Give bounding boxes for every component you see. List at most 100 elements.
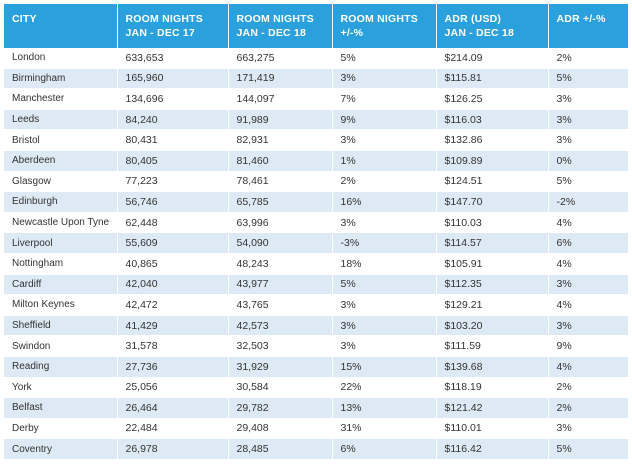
adr-2018-cell: $121.42 — [436, 397, 549, 419]
header-line2: JAN - DEC 17 — [125, 27, 196, 39]
room-nights-2017-cell: 633,653 — [117, 48, 229, 69]
city-cell: Bristol — [4, 129, 118, 151]
city-cell: Edinburgh — [4, 191, 118, 213]
table-row: York 25,056 30,584 22% $118.19 2% — [4, 377, 628, 399]
room-nights-change-cell: 15% — [332, 356, 437, 378]
room-nights-2017-cell: 22,484 — [117, 418, 229, 440]
city-cell: Reading — [4, 356, 118, 378]
adr-2018-cell: $115.81 — [436, 68, 549, 90]
table-body: London 633,653 663,275 5% $214.09 2% Birmingha… — [4, 48, 628, 460]
header-adr-2018: ADR (USD) JAN - DEC 18 — [436, 4, 549, 48]
adr-change-cell: 0% — [548, 150, 628, 172]
room-nights-change-cell: 3% — [332, 212, 437, 234]
table-row: Leeds 84,240 91,989 9% $116.03 3% — [4, 109, 628, 131]
room-nights-2017-cell: 42,040 — [117, 274, 229, 296]
table-row: Edinburgh 56,746 65,785 16% $147.70 -2% — [4, 191, 628, 213]
header-line1: ADR (USD) — [444, 13, 502, 25]
room-nights-2017-cell: 165,960 — [117, 68, 229, 90]
adr-2018-cell: $110.01 — [436, 418, 549, 440]
header-room-nights-change: ROOM NIGHTS +/-% — [332, 4, 437, 48]
adr-change-cell: 4% — [548, 212, 628, 234]
header-line2: JAN - DEC 18 — [444, 27, 515, 39]
room-nights-2017-cell: 25,056 — [117, 377, 229, 399]
adr-change-cell: 4% — [548, 356, 628, 378]
city-cell: Belfast — [4, 397, 118, 419]
table-row: Manchester 134,696 144,097 7% $126.25 3% — [4, 88, 628, 110]
city-cell: Milton Keynes — [4, 294, 118, 316]
adr-change-cell: 4% — [548, 253, 628, 275]
room-nights-change-cell: -3% — [332, 232, 437, 254]
table-row: Newcastle Upon Tyne 62,448 63,996 3% $110.03… — [4, 212, 628, 234]
room-nights-2018-cell: 43,977 — [228, 274, 333, 296]
room-nights-change-cell: 6% — [332, 438, 437, 460]
table-row: Bristol 80,431 82,931 3% $132.86 3% — [4, 129, 628, 151]
room-nights-2017-cell: 26,464 — [117, 397, 229, 419]
adr-change-cell: 2% — [548, 377, 628, 399]
adr-change-cell: 5% — [548, 68, 628, 90]
room-nights-2018-cell: 29,408 — [228, 418, 333, 440]
room-nights-2018-cell: 65,785 — [228, 191, 333, 213]
header-city: CITY — [4, 4, 118, 48]
adr-2018-cell: $109.89 — [436, 150, 549, 172]
table-row: Birmingham 165,960 171,419 3% $115.81 5% — [4, 68, 628, 90]
header-line2: +/-% — [340, 27, 364, 39]
room-nights-change-cell: 31% — [332, 418, 437, 440]
table-row: Reading 27,736 31,929 15% $139.68 4% — [4, 356, 628, 378]
room-nights-2018-cell: 81,460 — [228, 150, 333, 172]
table-row: Milton Keynes 42,472 43,765 3% $129.21 4% — [4, 294, 628, 316]
room-nights-change-cell: 16% — [332, 191, 437, 213]
room-nights-change-cell: 3% — [332, 294, 437, 316]
room-nights-2017-cell: 42,472 — [117, 294, 229, 316]
room-nights-2018-cell: 43,765 — [228, 294, 333, 316]
room-nights-change-cell: 22% — [332, 377, 437, 399]
header-line1: ROOM NIGHTS — [125, 13, 203, 25]
room-nights-2018-cell: 28,485 — [228, 438, 333, 460]
table-row: Swindon 31,578 32,503 3% $111.59 9% — [4, 335, 628, 357]
room-nights-change-cell: 9% — [332, 109, 437, 131]
adr-2018-cell: $110.03 — [436, 212, 549, 234]
room-nights-2017-cell: 77,223 — [117, 171, 229, 193]
room-nights-2017-cell: 41,429 — [117, 315, 229, 337]
room-nights-change-cell: 7% — [332, 88, 437, 110]
adr-2018-cell: $132.86 — [436, 129, 549, 151]
header-room-nights-2017: ROOM NIGHTS JAN - DEC 17 — [117, 4, 229, 48]
room-nights-change-cell: 2% — [332, 171, 437, 193]
room-nights-2018-cell: 144,097 — [228, 88, 333, 110]
room-nights-change-cell: 1% — [332, 150, 437, 172]
adr-2018-cell: $129.21 — [436, 294, 549, 316]
table-header: CITY ROOM NIGHTS JAN - DEC 17 ROOM NIGHTS JA… — [4, 4, 628, 48]
room-nights-2017-cell: 27,736 — [117, 356, 229, 378]
room-nights-2017-cell: 55,609 — [117, 232, 229, 254]
header-room-nights-2018: ROOM NIGHTS JAN - DEC 18 — [228, 4, 333, 48]
city-cell: Swindon — [4, 335, 118, 357]
room-nights-2018-cell: 31,929 — [228, 356, 333, 378]
city-cell: Birmingham — [4, 68, 118, 90]
adr-change-cell: 2% — [548, 48, 628, 69]
adr-2018-cell: $103.20 — [436, 315, 549, 337]
adr-2018-cell: $118.19 — [436, 377, 549, 399]
city-cell: Derby — [4, 418, 118, 440]
table-row: Belfast 26,464 29,782 13% $121.42 2% — [4, 397, 628, 419]
adr-change-cell: 3% — [548, 315, 628, 337]
header-adr-change: ADR +/-% — [548, 4, 628, 48]
room-nights-change-cell: 5% — [332, 48, 437, 69]
header-row: CITY ROOM NIGHTS JAN - DEC 17 ROOM NIGHTS JA… — [4, 4, 628, 48]
table-row: Coventry 26,978 28,485 6% $116.42 5% — [4, 438, 628, 460]
room-nights-2017-cell: 62,448 — [117, 212, 229, 234]
adr-2018-cell: $147.70 — [436, 191, 549, 213]
adr-2018-cell: $116.03 — [436, 109, 549, 131]
table-row: Aberdeen 80,405 81,460 1% $109.89 0% — [4, 150, 628, 172]
hotel-stats-table-container: CITY ROOM NIGHTS JAN - DEC 17 ROOM NIGHTS JA… — [4, 4, 628, 460]
adr-change-cell: 3% — [548, 88, 628, 110]
table-row: Glasgow 77,223 78,461 2% $124.51 5% — [4, 171, 628, 193]
room-nights-2017-cell: 26,978 — [117, 438, 229, 460]
room-nights-2017-cell: 80,431 — [117, 129, 229, 151]
adr-2018-cell: $111.59 — [436, 335, 549, 357]
adr-change-cell: 3% — [548, 129, 628, 151]
city-cell: Cardiff — [4, 274, 118, 296]
room-nights-2018-cell: 30,584 — [228, 377, 333, 399]
room-nights-2017-cell: 40,865 — [117, 253, 229, 275]
header-line1: ROOM NIGHTS — [340, 13, 418, 25]
adr-change-cell: 5% — [548, 171, 628, 193]
room-nights-2018-cell: 663,275 — [228, 48, 333, 69]
